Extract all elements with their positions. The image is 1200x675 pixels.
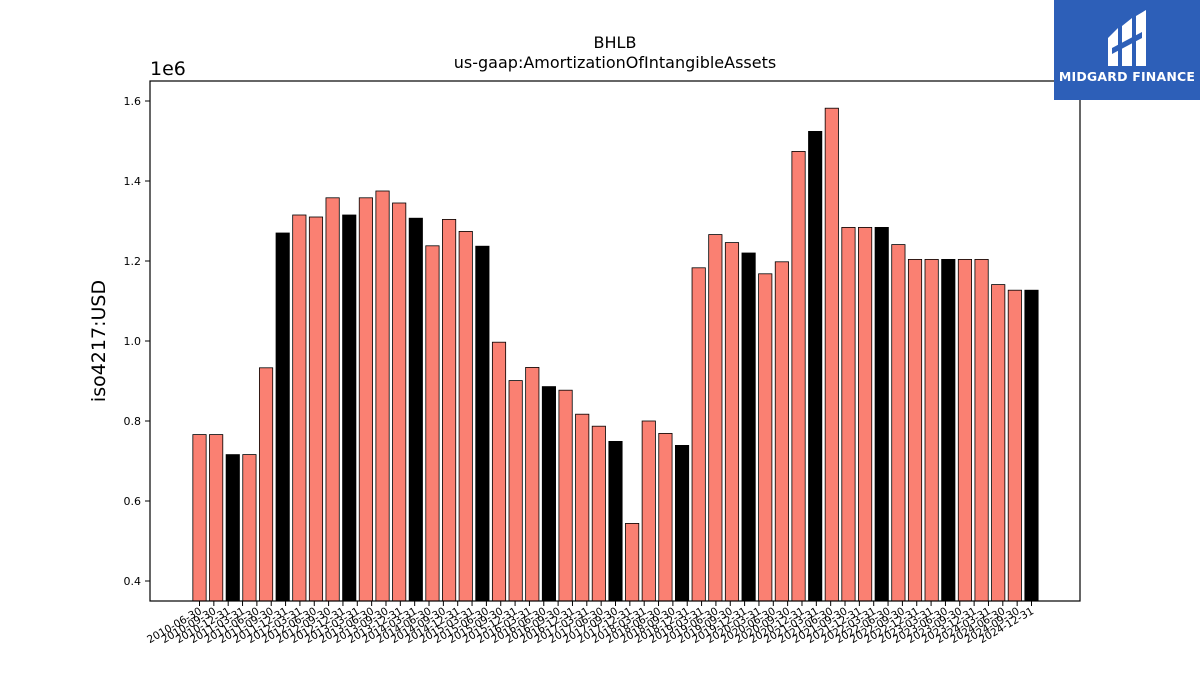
y-ticks-group: 0.4 0.6 0.8 1.0 1.2 1.4 1.6 (124, 95, 150, 588)
chart-title: BHLB (594, 33, 637, 52)
bar (957, 258, 972, 602)
bar (891, 244, 906, 602)
brand-name: MIDGARD FINANCE (1058, 69, 1196, 84)
y-axis-label: iso4217:USD (88, 280, 110, 402)
y-offset-label: 1e6 (150, 58, 186, 80)
bar (724, 242, 740, 602)
bar (675, 444, 690, 602)
bar (392, 202, 407, 602)
y-tick-label: 0.4 (124, 575, 142, 588)
bar (525, 366, 540, 602)
y-tick-label: 0.8 (124, 415, 142, 428)
y-tick-label: 1.4 (124, 175, 142, 188)
chart-subtitle: us-gaap:AmortizationOfIntangibleAssets (454, 53, 776, 72)
bar (258, 367, 274, 602)
bar (225, 454, 240, 602)
bar (242, 454, 257, 602)
bar (541, 386, 556, 602)
bar (608, 440, 623, 602)
bar (1007, 289, 1022, 602)
bar (874, 226, 889, 602)
bar (458, 230, 473, 602)
y-tick-label: 1.6 (124, 95, 142, 108)
bar (774, 261, 789, 602)
bar (358, 197, 373, 602)
bar (758, 273, 773, 602)
brand-logo: MIDGARD FINANCE (1054, 0, 1200, 100)
bar (375, 190, 390, 602)
bar (974, 258, 989, 602)
bar (658, 432, 673, 602)
bar (991, 284, 1006, 602)
bar (275, 232, 290, 602)
bar (708, 234, 723, 602)
bar (325, 197, 340, 602)
bar (841, 226, 856, 602)
x-ticks-group: 2010-06-302010-09-302010-12-312011-03-31… (145, 601, 1036, 646)
bar (425, 245, 440, 602)
bar (491, 341, 507, 602)
bar (508, 380, 523, 602)
bar (292, 214, 307, 602)
y-tick-label: 1.2 (124, 255, 142, 268)
bar (641, 420, 656, 602)
midgard-logo-icon (1108, 10, 1146, 66)
bar (308, 216, 324, 602)
bar (924, 258, 939, 602)
bar (907, 258, 923, 602)
bar (342, 214, 357, 602)
bar (691, 267, 706, 602)
bar (209, 434, 224, 602)
bar (442, 218, 457, 602)
bar (192, 434, 207, 602)
bar (824, 107, 839, 602)
bar (858, 226, 873, 602)
bar (791, 150, 806, 602)
bar (475, 245, 490, 602)
bars-group (192, 107, 1039, 602)
bar (941, 258, 956, 602)
y-tick-label: 0.6 (124, 495, 142, 508)
bar (591, 425, 606, 602)
bar (575, 413, 590, 602)
y-tick-label: 1.0 (124, 335, 142, 348)
bar (741, 252, 756, 602)
bar (625, 523, 640, 602)
bar (408, 217, 423, 602)
bar (558, 389, 573, 602)
bar (1024, 289, 1039, 602)
bar (808, 130, 823, 602)
plot-frame (149, 80, 1081, 602)
